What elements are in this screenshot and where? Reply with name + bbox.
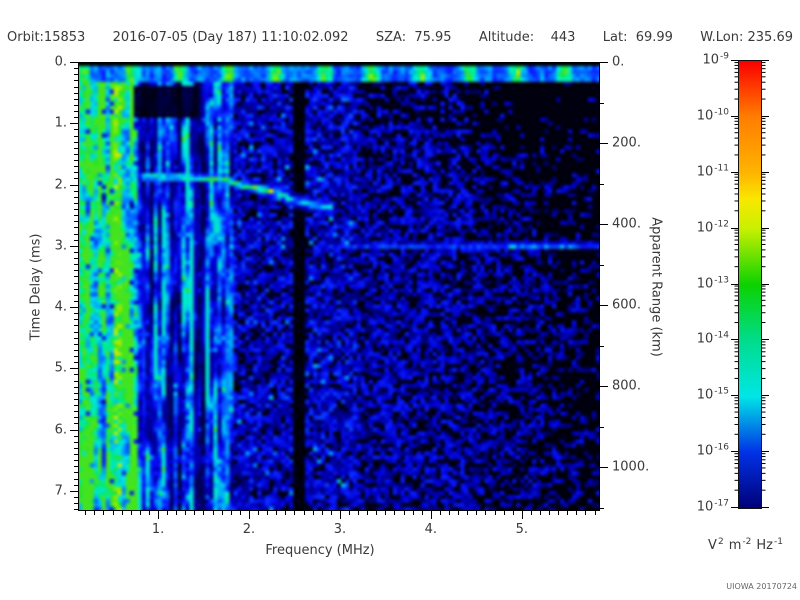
orbit-field: Orbit:15853 xyxy=(7,30,86,45)
datetime-field: 2016-07-05 (Day 187) 11:10:02.092 xyxy=(112,30,349,45)
y2-tick-label: 800. xyxy=(612,378,641,394)
x-tick-label: 1. xyxy=(151,522,165,537)
unit-base: V xyxy=(708,538,717,553)
wlon-field: W.Lon: 235.69 xyxy=(700,30,793,45)
altitude-field: Altitude: 443 xyxy=(478,30,576,45)
colorbar-tick-base: 10 xyxy=(696,443,714,459)
lat-field: Lat: 69.99 xyxy=(602,30,673,45)
watermark: UIOWA 20170724 xyxy=(726,582,797,591)
unit-part: Hz-1 xyxy=(756,537,783,553)
colorbar-tick-exponent: -15 xyxy=(714,386,729,397)
unit-part: m-2 xyxy=(728,537,752,553)
y2-tick-label: 600. xyxy=(612,297,641,313)
colorbar-tick-exponent: -13 xyxy=(714,275,729,285)
colorbar-tick-base: 10 xyxy=(696,164,714,180)
colorbar-tick-label: 10-13 xyxy=(696,275,729,291)
colorbar-tick-label: 10-17 xyxy=(696,498,729,515)
unit-part: V2 xyxy=(708,537,724,553)
colorbar-tick-exponent: -9 xyxy=(720,51,729,62)
colorbar-unit-label: V2 m-2 Hz-1 xyxy=(708,537,788,553)
colorbar-tick-label: 10-9 xyxy=(702,51,729,68)
y2-tick-label: 1000. xyxy=(612,459,650,475)
colorbar-tick-exponent: -11 xyxy=(714,163,729,174)
unit-exponent: 2 xyxy=(717,537,724,547)
x-axis-title: Frequency (MHz) xyxy=(265,543,375,558)
colorbar-tick-label: 10-15 xyxy=(696,386,729,403)
y-tick-label: 2. xyxy=(54,177,67,192)
colorbar-tick-base: 10 xyxy=(696,331,714,347)
y-tick-label: 1. xyxy=(54,115,67,131)
x-tick-label: 2. xyxy=(242,522,256,537)
sza-field: SZA: 75.95 xyxy=(375,30,452,45)
y-tick-label: 0. xyxy=(54,54,67,70)
colorbar-tick-base: 10 xyxy=(696,387,714,403)
colorbar-tick-base: 10 xyxy=(702,52,720,68)
y2-tick-label: 400. xyxy=(612,216,641,232)
y-tick-label: 3. xyxy=(54,238,67,254)
y2-tick-label: 0. xyxy=(612,54,625,70)
colorbar-tick-label: 10-11 xyxy=(696,163,729,180)
unit-base: m xyxy=(728,538,742,553)
colorbar-tick-label: 10-16 xyxy=(696,442,729,459)
y-tick-label: 4. xyxy=(54,299,67,315)
colorbar-tick-base: 10 xyxy=(696,220,714,236)
colorbar-tick-exponent: -14 xyxy=(714,330,729,341)
y-axis-title: Time Delay (ms) xyxy=(28,233,44,341)
y-tick-label: 7. xyxy=(54,483,67,499)
unit-exponent: -2 xyxy=(742,537,752,547)
x-tick-label: 3. xyxy=(333,522,347,537)
colorbar-tick-label: 10-14 xyxy=(696,330,729,347)
colorbar-tick-base: 10 xyxy=(696,499,714,515)
x-tick-label: 4. xyxy=(424,522,438,537)
colorbar-tick-exponent: -16 xyxy=(714,442,729,453)
y-tick-label: 5. xyxy=(54,360,67,376)
y2-tick-label: 200. xyxy=(612,135,641,151)
colorbar-tick-base: 10 xyxy=(696,108,714,124)
colorbar-tick-label: 10-10 xyxy=(696,107,729,124)
colorbar-gradient xyxy=(738,60,762,509)
y-tick-label: 6. xyxy=(54,422,67,438)
colorbar-tick-base: 10 xyxy=(696,276,714,291)
header-info: Orbit:15853 2016-07-05 (Day 187) 11:10:0… xyxy=(7,30,793,45)
spectrogram-canvas xyxy=(78,62,600,511)
colorbar-tick-exponent: -17 xyxy=(714,498,729,509)
unit-base: Hz xyxy=(756,538,773,553)
colorbar-tick-exponent: -10 xyxy=(714,107,729,118)
y2-axis-title: Apparent Range (km) xyxy=(648,217,664,357)
colorbar-tick-label: 10-12 xyxy=(696,219,729,236)
unit-exponent: -1 xyxy=(773,537,783,547)
x-tick-label: 5. xyxy=(515,522,528,537)
colorbar-tick-exponent: -12 xyxy=(714,219,729,230)
